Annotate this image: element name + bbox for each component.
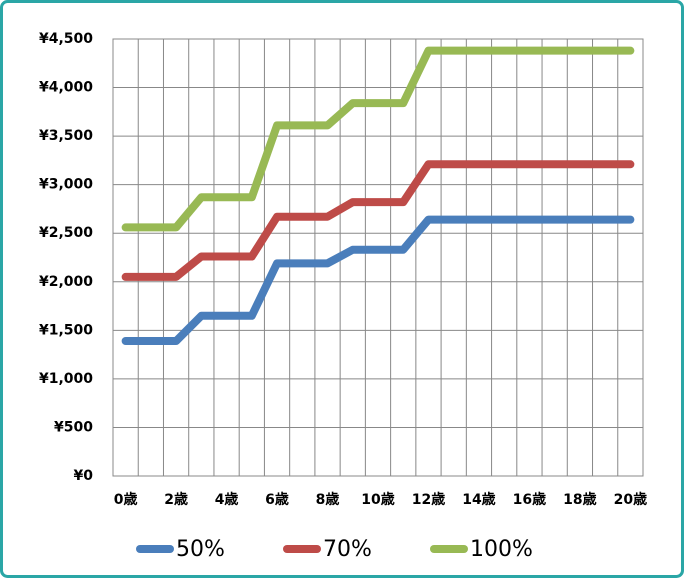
y-tick-label: ¥1,000 [39,371,93,387]
x-tick-label: 6歳 [265,491,289,508]
y-tick-label: ¥500 [54,419,93,435]
x-tick-label: 16歳 [513,491,546,508]
x-tick-label: 2歳 [164,491,188,508]
y-tick-label: ¥4,000 [39,80,93,96]
series-line [121,46,635,232]
plot-frame [112,38,644,477]
legend-label: 70% [323,537,372,562]
x-tick-label: 0歳 [114,491,138,508]
x-tick-label: 4歳 [215,491,239,508]
x-tick-label: 10歳 [361,491,394,508]
legend-label: 50% [176,537,225,562]
x-tick-label: 12歳 [412,491,445,508]
series-line [121,160,635,281]
y-tick-label: ¥2,500 [39,225,93,241]
x-tick-label: 18歳 [563,491,596,508]
y-tick-label: ¥3,000 [39,177,93,193]
y-tick-label: ¥1,500 [39,322,93,338]
x-tick-label: 20歳 [614,491,647,508]
y-tick-label: ¥3,500 [39,128,93,144]
x-tick-label: 8歳 [316,491,340,508]
y-tick-label: ¥0 [74,468,94,484]
legend-label: 100% [470,537,533,562]
x-tick-label: 14歳 [462,491,495,508]
y-tick-label: ¥4,500 [39,31,93,47]
series-line [121,215,635,346]
y-tick-label: ¥2,000 [39,274,93,290]
